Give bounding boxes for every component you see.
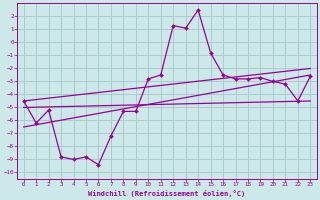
X-axis label: Windchill (Refroidissement éolien,°C): Windchill (Refroidissement éolien,°C)	[88, 190, 246, 197]
